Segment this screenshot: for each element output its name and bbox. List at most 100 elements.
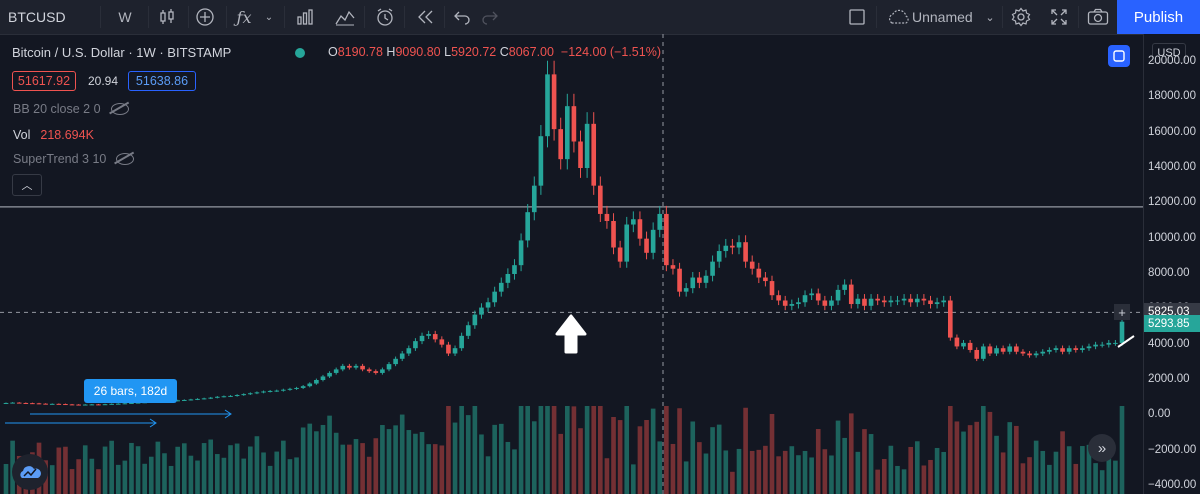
candle-body xyxy=(505,274,511,283)
candle-body xyxy=(201,398,207,400)
candle-body xyxy=(842,284,847,290)
line-chart-icon[interactable] xyxy=(332,0,358,34)
volume-bar xyxy=(1007,422,1013,494)
add-alert-plus-icon[interactable]: + xyxy=(1114,304,1130,320)
candle-body xyxy=(848,284,854,305)
volume-bar xyxy=(360,443,365,494)
eye-hidden-icon[interactable] xyxy=(116,153,135,165)
undo-icon[interactable] xyxy=(450,0,474,34)
volume-bar xyxy=(472,406,478,494)
volume-bar xyxy=(908,446,913,494)
indicator-volume[interactable]: Vol 218.694K xyxy=(13,128,94,142)
price-chart[interactable] xyxy=(0,34,1143,494)
candle-body xyxy=(426,334,431,336)
candle-body xyxy=(703,275,709,283)
candle-body xyxy=(129,402,134,404)
volume-bar xyxy=(56,447,62,494)
symbol-search[interactable]: BTCUSD xyxy=(8,9,66,25)
volume-bar xyxy=(664,406,669,494)
redo-icon[interactable] xyxy=(478,0,502,34)
bar-chart-icon[interactable] xyxy=(292,0,318,34)
candle-body xyxy=(459,335,464,349)
toolbar-divider xyxy=(364,6,365,28)
tradingview-logo-icon[interactable] xyxy=(12,454,48,490)
collapse-legend-button[interactable]: ︿ xyxy=(12,174,42,196)
toolbar-divider xyxy=(100,6,101,28)
low-label: L xyxy=(444,45,452,59)
chart-pane[interactable]: Bitcoin / U.S. Dollar · 1W · BITSTAMP O8… xyxy=(0,34,1143,494)
square-icon[interactable] xyxy=(844,0,870,34)
candle-body xyxy=(749,261,755,269)
volume-bar xyxy=(386,429,392,494)
toolbar-divider xyxy=(188,6,189,28)
volume-bar xyxy=(432,444,438,494)
volume-bar xyxy=(49,465,55,494)
interval-button[interactable]: W xyxy=(118,9,132,25)
volume-bar xyxy=(981,406,986,494)
axis-tick-label: 2000.00 xyxy=(1148,373,1190,385)
volume-bar xyxy=(3,464,9,494)
camera-icon[interactable] xyxy=(1084,0,1112,34)
candle-body xyxy=(307,383,313,387)
volume-bar xyxy=(300,427,306,494)
volume-bar xyxy=(974,421,980,494)
candle-body xyxy=(393,358,398,365)
volume-bar xyxy=(413,433,418,494)
bid-box[interactable]: 51617.92 xyxy=(12,71,76,91)
replay-icon[interactable] xyxy=(412,0,438,34)
volume-bar xyxy=(234,443,240,494)
candle-body xyxy=(181,399,187,401)
candle-body xyxy=(756,268,762,278)
scroll-to-realtime-icon[interactable]: » xyxy=(1088,434,1116,462)
candle-body xyxy=(591,123,597,186)
eye-hidden-icon[interactable] xyxy=(110,103,129,115)
volume-bar xyxy=(492,424,497,494)
alarm-icon[interactable] xyxy=(372,0,398,34)
indicator-supertrend[interactable]: SuperTrend 3 10 xyxy=(13,152,135,166)
candle-body xyxy=(76,404,81,406)
add-indicator-icon[interactable] xyxy=(192,0,218,34)
cloud-icon[interactable] xyxy=(884,0,914,34)
volume-bar xyxy=(505,441,511,494)
candle-body xyxy=(221,396,227,398)
candle-body xyxy=(10,402,15,404)
volume-bar xyxy=(353,439,359,494)
currency-label[interactable]: USD xyxy=(1152,43,1186,63)
supertrend-label: SuperTrend 3 10 xyxy=(13,152,107,166)
volume-bar xyxy=(1027,457,1032,494)
candle-body xyxy=(175,400,181,402)
candle-body xyxy=(353,365,359,368)
volume-bar xyxy=(538,406,544,494)
volume-bar xyxy=(1080,446,1085,494)
volume-bar xyxy=(479,434,484,494)
ask-box[interactable]: 51638.86 xyxy=(128,71,196,91)
candle-body xyxy=(518,240,524,266)
candle-body xyxy=(809,293,814,296)
candles-icon[interactable] xyxy=(154,0,180,34)
fullscreen-icon[interactable] xyxy=(1046,0,1072,34)
chevron-down-icon[interactable]: ⌄ xyxy=(985,11,995,24)
gear-icon[interactable] xyxy=(1008,0,1034,34)
candle-body xyxy=(730,245,735,248)
volume-bar xyxy=(215,454,220,494)
volume-bar xyxy=(848,413,854,494)
candle-body xyxy=(617,247,623,262)
up-arrow-annotation xyxy=(555,314,587,354)
open-label: O xyxy=(328,45,338,59)
indicator-bb[interactable]: BB 20 close 2 0 xyxy=(13,102,129,116)
volume-bar xyxy=(564,406,570,494)
fx-icon[interactable]: ƒx xyxy=(236,7,252,27)
volume-bar xyxy=(393,425,398,494)
candle-body xyxy=(333,369,339,373)
layout-name[interactable]: Unnamed xyxy=(912,9,973,25)
volume-bar xyxy=(967,425,973,494)
publish-button[interactable]: Publish xyxy=(1117,0,1200,34)
maximize-pane-icon[interactable] xyxy=(1108,45,1130,67)
axis-tick-label: 4000.00 xyxy=(1148,337,1190,350)
chevron-down-icon[interactable]: ⌄ xyxy=(264,11,274,23)
candle-body xyxy=(868,298,874,306)
volume-bar xyxy=(802,450,808,494)
candle-body xyxy=(558,129,564,160)
price-axis[interactable]: USD 20000.00 18000.00 16000.00 14000.00 1200… xyxy=(1143,34,1200,494)
volume-bar xyxy=(129,442,134,494)
